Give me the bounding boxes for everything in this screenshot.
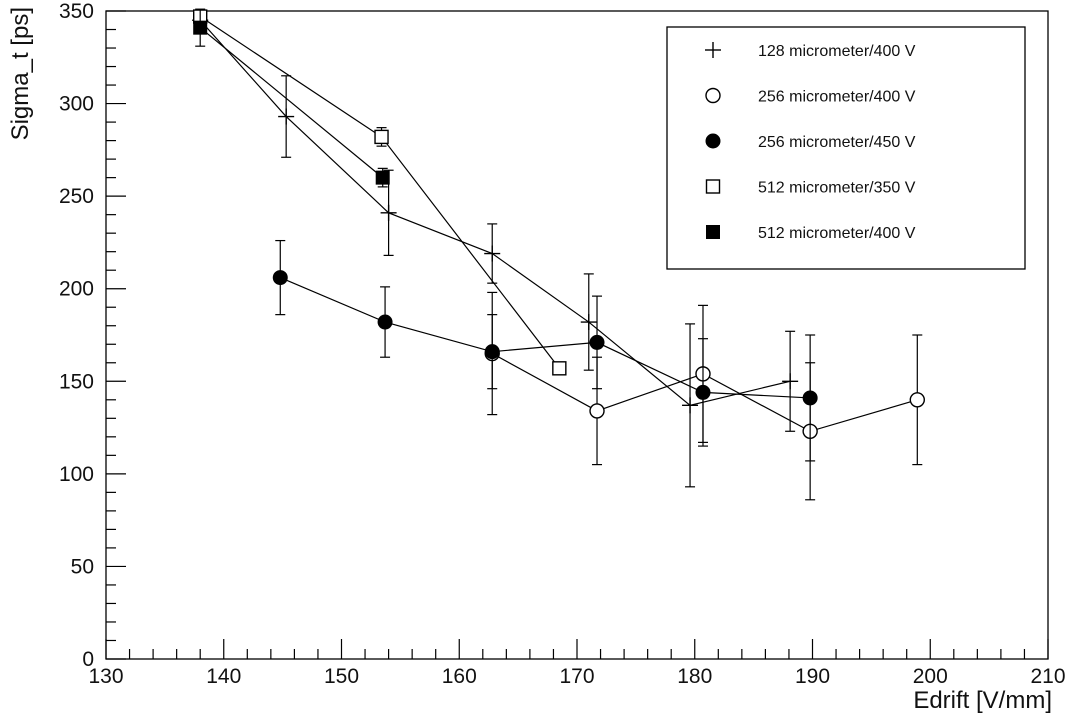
data-point [909,392,925,408]
x-tick-label: 210 [1030,665,1065,688]
data-point [272,270,288,286]
legend-label: 256 micrometer/450 V [758,134,916,151]
y-tick-label: 350 [59,0,94,23]
x-tick-label: 160 [442,665,477,688]
series-line [199,16,560,369]
data-point [193,20,208,35]
x-tick-label: 140 [206,665,241,688]
legend-marker [706,225,720,239]
legend-label: 128 micrometer/400 V [758,43,916,60]
x-tick-label: 180 [677,665,712,688]
x-tick-label: 200 [913,665,948,688]
y-tick-label: 250 [59,185,94,208]
data-point [375,170,390,185]
x-tick-label: 190 [795,665,830,688]
data-point [589,334,605,350]
y-axis-title: Sigma_t [ps] [7,7,34,140]
legend-box [666,26,1026,270]
y-tick-label: 0 [82,648,94,671]
legend-label: 512 micrometer/350 V [758,180,916,197]
y-tick-label: 300 [59,93,94,116]
legend-marker [705,87,721,104]
data-point [484,344,500,360]
data-point [695,384,711,400]
legend-marker [705,179,721,194]
y-tick-label: 50 [71,555,94,578]
data-point [802,390,818,406]
x-tick-label: 150 [324,665,359,688]
data-point [374,129,389,145]
legend-label: 512 micrometer/400 V [758,225,916,242]
legend-marker [705,133,721,149]
x-tick-label: 130 [88,665,123,688]
series-line [199,27,384,179]
legend-label: 256 micrometer/400 V [758,89,916,106]
x-tick-label: 170 [559,665,594,688]
legend: 128 micrometer/400 V 256 micrometer/400 V… [666,26,1026,270]
data-point [552,361,567,376]
y-tick-label: 150 [59,370,94,393]
plot-area: 130 140 150 160 170 180 190 200 210 0 50 100 150 200 2… [59,0,1066,688]
y-axis-title-group: Sigma_t [ps] [7,7,34,140]
y-tick-label: 100 [59,463,94,486]
series-line [280,277,811,399]
y-tick-label: 200 [59,278,94,301]
data-point [589,403,605,419]
x-axis-title: Edrift [V/mm] [913,687,1052,714]
data-point [377,314,393,330]
